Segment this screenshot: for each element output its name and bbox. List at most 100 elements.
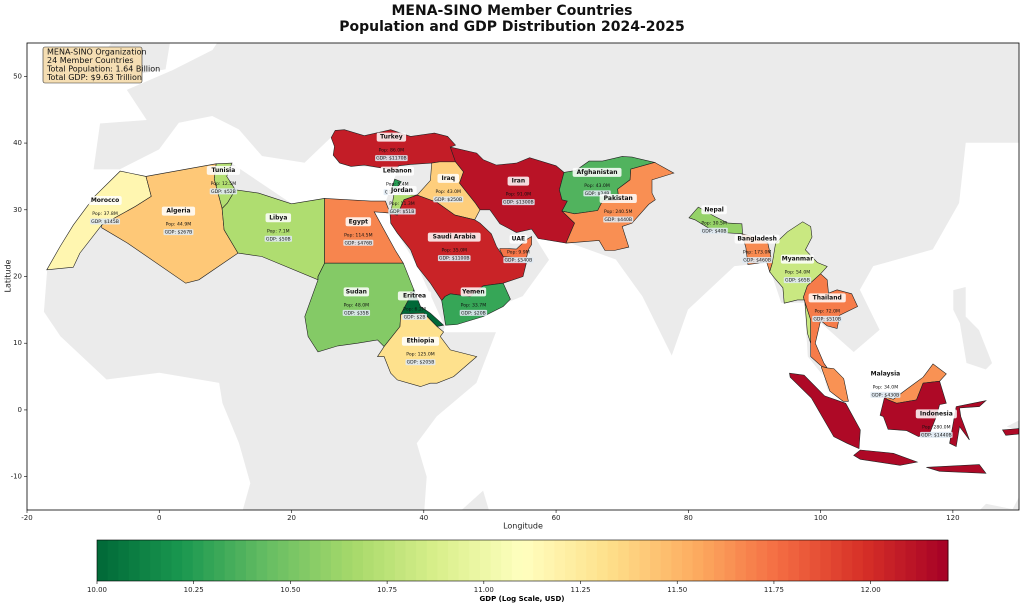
gdp-label: GDP: $267B <box>165 230 193 236</box>
colorbar-segment <box>842 540 853 581</box>
population-label: Pop: 35.0M <box>441 248 467 254</box>
colorbar-segment <box>203 540 214 581</box>
colorbar-segment <box>193 540 204 581</box>
colorbar-segment <box>416 540 427 581</box>
colorbar-segment <box>374 540 385 581</box>
x-tick-label: 100 <box>814 514 827 522</box>
colorbar-segment <box>629 540 640 581</box>
population-label: Pop: 91.0M <box>506 192 532 198</box>
country-name: Yemen <box>461 288 484 295</box>
colorbar-segment <box>491 540 502 581</box>
colorbar-segment <box>214 540 225 581</box>
chart-title: MENA-SINO Member Countries <box>391 3 632 19</box>
colorbar-segment <box>565 540 576 581</box>
colorbar-segment <box>788 540 799 581</box>
colorbar-segment <box>937 540 948 581</box>
chart-subtitle: Population and GDP Distribution 2024-202… <box>339 19 684 35</box>
gdp-label: GDP: $50B <box>266 236 291 242</box>
x-tick-label: 120 <box>946 514 959 522</box>
colorbar-segment <box>278 540 289 581</box>
colorbar-segment <box>895 540 906 581</box>
colorbar-segment <box>97 540 108 581</box>
colorbar-segment <box>469 540 480 581</box>
population-label: Pop: 7.1M <box>267 228 290 234</box>
country-name: Nepal <box>704 206 724 213</box>
colorbar-tick-label: 10.00 <box>87 586 107 594</box>
colorbar-segment <box>320 540 331 581</box>
x-tick-label: 0 <box>157 514 161 522</box>
gdp-label: GDP: $35B <box>344 310 369 316</box>
colorbar-segment <box>661 540 672 581</box>
colorbar-segment <box>480 540 491 581</box>
colorbar-segment <box>810 540 821 581</box>
gdp-label: GDP: $1100B <box>439 256 470 262</box>
colorbar-segment <box>671 540 682 581</box>
x-tick-label: -20 <box>21 514 32 522</box>
colorbar-tick-label: 11.50 <box>667 586 687 594</box>
colorbar-tick-label: 10.25 <box>184 586 204 594</box>
colorbar-segment <box>331 540 342 581</box>
colorbar-segment <box>608 540 619 581</box>
country-name: Egypt <box>349 218 369 225</box>
colorbar-segment <box>714 540 725 581</box>
colorbar-segment <box>905 540 916 581</box>
population-label: Pop: 43.0M <box>584 183 610 189</box>
population-label: Pop: 11.3M <box>389 201 415 207</box>
colorbar-segment <box>831 540 842 581</box>
country-name: Afghanistan <box>577 169 618 176</box>
colorbar-segment <box>459 540 470 581</box>
country-name: Ethiopia <box>407 338 435 345</box>
country-name: Algeria <box>166 208 190 215</box>
colorbar-segment <box>576 540 587 581</box>
colorbar-segment <box>586 540 597 581</box>
population-label: Pop: 48.0M <box>344 302 370 308</box>
gdp-label: GDP: $40B <box>702 228 727 234</box>
population-label: Pop: 6.2M <box>403 306 426 312</box>
colorbar-segment <box>140 540 151 581</box>
colorbar-segment <box>682 540 693 581</box>
colorbar-segment <box>405 540 416 581</box>
population-label: Pop: 125.0M <box>406 352 434 358</box>
y-tick-label: 40 <box>13 139 22 147</box>
colorbar-segment <box>597 540 608 581</box>
colorbar-segment <box>852 540 863 581</box>
country-name: UAE <box>512 236 525 243</box>
x-tick-label: 20 <box>287 514 296 522</box>
y-tick-label: 10 <box>13 339 22 347</box>
colorbar-tick-label: 11.75 <box>764 586 784 594</box>
gdp-label: GDP: $1440B <box>921 432 952 438</box>
colorbar-label: GDP (Log Scale, USD) <box>480 595 565 603</box>
gdp-label: GDP: $250B <box>434 197 462 203</box>
colorbar-segment <box>246 540 257 581</box>
colorbar-segment <box>618 540 629 581</box>
colorbar-segment <box>267 540 278 581</box>
population-label: Pop: 280.0M <box>922 424 950 430</box>
colorbar-segment <box>501 540 512 581</box>
gdp-label: GDP: $460B <box>743 258 771 264</box>
colorbar-segment <box>257 540 268 581</box>
country-name: Sudan <box>346 288 367 295</box>
colorbar-tick-label: 12.00 <box>861 586 881 594</box>
country-name: Turkey <box>380 134 403 141</box>
colorbar-tick-label: 11.00 <box>474 586 494 594</box>
colorbar-segment <box>129 540 140 581</box>
colorbar-segment <box>820 540 831 581</box>
colorbar-segment <box>735 540 746 581</box>
country-name: Lebanon <box>383 168 412 175</box>
population-label: Pop: 12.5M <box>211 181 237 187</box>
colorbar-segment <box>299 540 310 581</box>
population-label: Pop: 44.9M <box>166 222 192 228</box>
gdp-label: GDP: $51B <box>390 209 415 215</box>
colorbar-segment <box>533 540 544 581</box>
y-tick-label: -10 <box>11 473 22 481</box>
colorbar-segment <box>161 540 172 581</box>
country-name: Malaysia <box>871 370 901 377</box>
x-tick-label: 40 <box>419 514 428 522</box>
y-tick-label: 0 <box>18 406 22 414</box>
colorbar-segment <box>746 540 757 581</box>
colorbar-segment <box>874 540 885 581</box>
colorbar-segment <box>395 540 406 581</box>
x-tick-label: 60 <box>552 514 561 522</box>
